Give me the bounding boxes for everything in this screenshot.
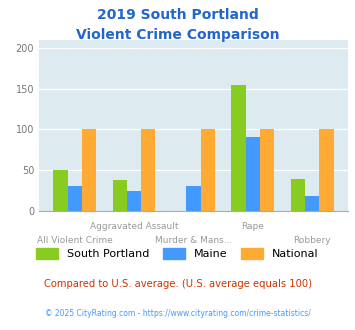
Text: © 2025 CityRating.com - https://www.cityrating.com/crime-statistics/: © 2025 CityRating.com - https://www.city… <box>45 309 310 317</box>
Bar <box>260 129 274 211</box>
Text: Aggravated Assault: Aggravated Assault <box>90 222 178 231</box>
Text: Rape: Rape <box>241 222 264 231</box>
Bar <box>291 179 305 211</box>
Bar <box>53 170 67 211</box>
Text: Murder & Mans...: Murder & Mans... <box>155 236 232 245</box>
Bar <box>141 129 155 211</box>
Text: Robbery: Robbery <box>294 236 331 245</box>
Bar <box>320 129 334 211</box>
Bar <box>305 196 320 211</box>
Text: All Violent Crime: All Violent Crime <box>37 236 113 245</box>
Bar <box>201 129 215 211</box>
Bar <box>186 186 201 211</box>
Text: 2019 South Portland: 2019 South Portland <box>97 8 258 22</box>
Bar <box>113 180 127 211</box>
Bar <box>67 186 82 211</box>
Bar <box>246 137 260 211</box>
Bar <box>231 84 246 211</box>
Text: Compared to U.S. average. (U.S. average equals 100): Compared to U.S. average. (U.S. average … <box>44 279 311 289</box>
Bar <box>82 129 96 211</box>
Legend: South Portland, Maine, National: South Portland, Maine, National <box>32 243 323 263</box>
Bar <box>127 191 141 211</box>
Text: Violent Crime Comparison: Violent Crime Comparison <box>76 28 279 42</box>
